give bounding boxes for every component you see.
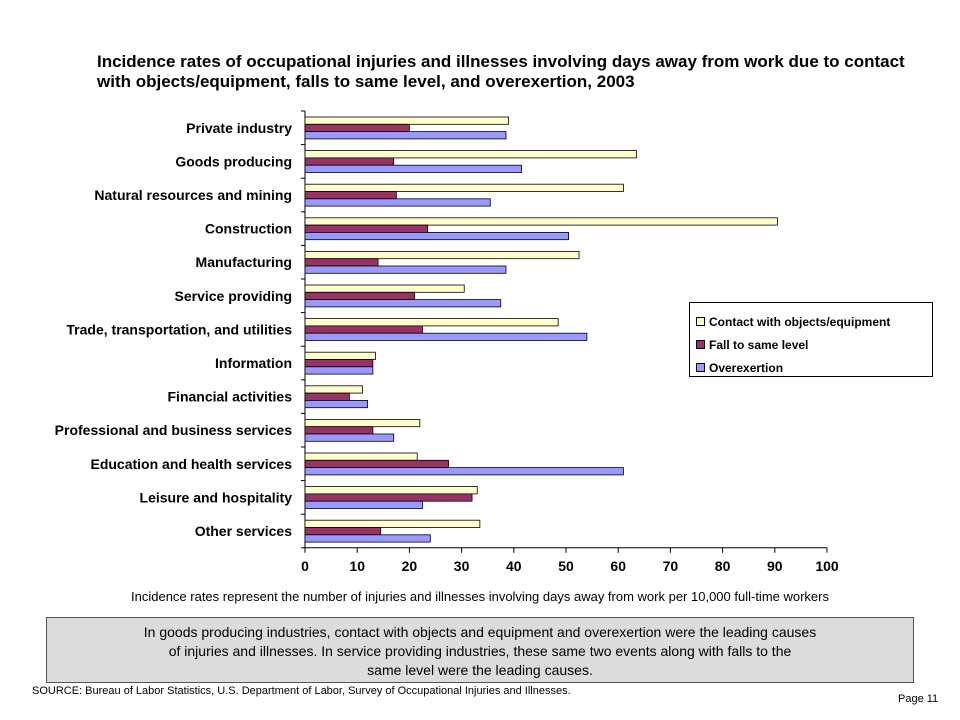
category-label: Education and health services	[90, 456, 292, 472]
bar	[304, 284, 465, 293]
callout-line: of injuries and illnesses. In service pr…	[168, 643, 792, 659]
x-tick-label: 20	[402, 558, 418, 574]
category-label: Leisure and hospitality	[140, 489, 293, 505]
bar	[304, 265, 507, 274]
legend-item-fall: Fall to same level	[696, 333, 932, 356]
bar	[304, 418, 421, 428]
legend-item-contact: Contact with objects/equipment	[696, 310, 932, 333]
category-label: Construction	[205, 221, 292, 237]
x-tick-label: 50	[558, 558, 574, 574]
x-tick-label: 70	[663, 558, 679, 574]
x-tick-label: 60	[610, 558, 626, 574]
footnote: Incidence rates represent the number of …	[131, 589, 829, 604]
bar	[304, 164, 523, 173]
bar	[304, 123, 410, 133]
bar	[304, 157, 395, 166]
category-label: Natural resources and mining	[94, 187, 292, 203]
bar	[304, 231, 570, 241]
bar-chart: 0 10 20 30 40 50 60 70 80 90 100 Private industry Go…	[55, 110, 839, 574]
chart-labels: 0 10 20 30 40 50 60 70 80 90 100 Private industry Go…	[55, 120, 839, 574]
bar	[304, 519, 481, 528]
bar	[304, 452, 418, 461]
category-label: Trade, transportation, and utilities	[66, 321, 292, 337]
bar	[304, 493, 473, 502]
x-tick-label: 100	[815, 558, 839, 574]
x-tick-label: 80	[715, 558, 731, 574]
bar	[304, 217, 778, 226]
bar	[304, 351, 376, 360]
bar	[304, 250, 580, 260]
legend-swatch-fall	[696, 340, 705, 349]
bar	[304, 291, 416, 300]
bar	[304, 131, 507, 140]
bar	[304, 433, 395, 442]
bar	[304, 527, 382, 536]
bar	[304, 534, 431, 543]
legend-label-contact: Contact with objects/equipment	[709, 314, 891, 329]
x-tick-label: 40	[506, 558, 522, 574]
legend-label-overexertion: Overexertion	[709, 360, 784, 375]
category-label: Manufacturing	[196, 254, 292, 270]
bar	[304, 299, 502, 308]
bar	[304, 366, 374, 375]
bar	[304, 486, 478, 495]
category-label: Other services	[195, 523, 292, 539]
legend-swatch-contact	[696, 317, 705, 326]
x-tick-label: 10	[349, 558, 365, 574]
bar	[304, 467, 624, 476]
category-label: Goods producing	[175, 153, 292, 169]
bar	[304, 224, 429, 233]
x-tick-label: 30	[454, 558, 470, 574]
bar	[304, 385, 363, 394]
bar	[304, 191, 397, 200]
chart-bars	[304, 116, 778, 543]
category-label: Information	[215, 355, 292, 371]
page-number: Page 11	[898, 693, 939, 705]
legend-swatch-overexertion	[696, 363, 705, 372]
source-citation: SOURCE: Bureau of Labor Statistics, U.S.…	[32, 685, 571, 697]
x-tick-label: 90	[767, 558, 783, 574]
x-tick-label: 0	[301, 558, 309, 574]
category-label: Private industry	[186, 120, 292, 136]
bar	[304, 198, 491, 207]
bar	[304, 500, 423, 509]
bar	[304, 150, 637, 159]
bar	[304, 332, 588, 341]
bar	[304, 258, 379, 267]
chart-legend: Contact with objects/equipment Fall to s…	[689, 302, 933, 377]
bar	[304, 392, 350, 401]
bar	[304, 325, 423, 334]
bar	[304, 183, 624, 192]
legend-item-overexertion: Overexertion	[696, 356, 932, 379]
bar	[304, 116, 509, 125]
summary-callout: In goods producing industries, contact w…	[46, 617, 914, 683]
bar	[304, 399, 369, 409]
bar	[304, 359, 374, 368]
bar	[304, 459, 449, 468]
bar	[304, 426, 374, 435]
legend-label-fall: Fall to same level	[709, 337, 809, 352]
callout-line: In goods producing industries, contact w…	[143, 624, 817, 640]
category-label: Financial activities	[168, 389, 293, 405]
chart-title: Incidence rates of occupational injuries…	[97, 52, 905, 91]
category-label: Service providing	[175, 288, 292, 304]
category-label: Professional and business services	[55, 422, 293, 438]
callout-line: same level were the leading causes.	[367, 662, 593, 678]
bar	[304, 318, 559, 327]
